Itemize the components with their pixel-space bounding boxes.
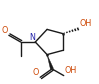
Text: O: O (1, 26, 8, 35)
Text: OH: OH (64, 66, 76, 75)
Text: N: N (29, 33, 35, 42)
Text: O: O (33, 68, 39, 77)
Polygon shape (47, 55, 53, 69)
Text: OH: OH (80, 19, 92, 28)
